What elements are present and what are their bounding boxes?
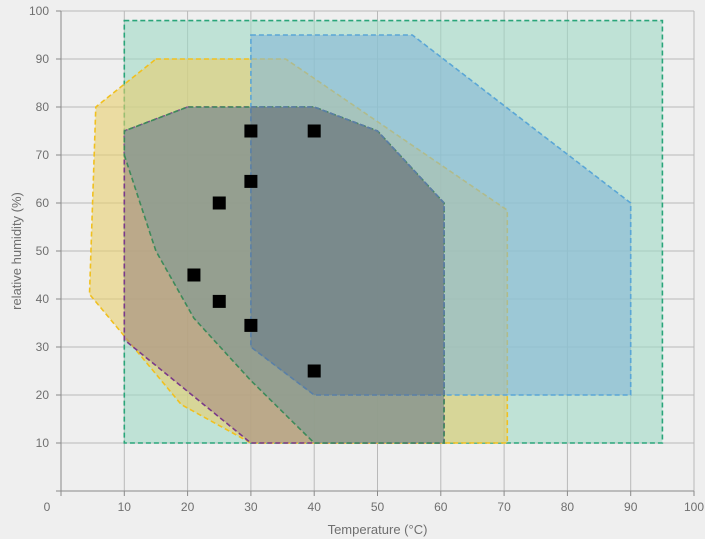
tick-labels: 10 20 30 40 50 60 70 80 90 100 0 10 20 30 40 50 60 70 80 90… bbox=[29, 4, 704, 514]
y-tick-label: 50 bbox=[36, 244, 50, 258]
y-tick-label: 70 bbox=[36, 148, 50, 162]
x-tick-label: 60 bbox=[434, 500, 448, 514]
y-tick-label: 10 bbox=[36, 436, 50, 450]
y-tick-label: 30 bbox=[36, 340, 50, 354]
x-tick-label: 80 bbox=[561, 500, 575, 514]
data-point bbox=[307, 124, 321, 138]
region-6 bbox=[250, 106, 445, 396]
regions bbox=[88, 19, 664, 444]
x-tick-label: 70 bbox=[497, 500, 511, 514]
y-tick-label: 60 bbox=[36, 196, 50, 210]
x-tick-label: 10 bbox=[118, 500, 132, 514]
y-axis-title: relative humidity (%) bbox=[9, 192, 24, 310]
data-point bbox=[212, 294, 226, 308]
x-tick-label: 30 bbox=[244, 500, 258, 514]
data-points bbox=[187, 124, 321, 378]
data-point bbox=[244, 124, 258, 138]
x-tick-label: 20 bbox=[181, 500, 195, 514]
x-tick-label: 50 bbox=[371, 500, 385, 514]
data-point bbox=[244, 318, 258, 332]
data-point bbox=[187, 268, 201, 282]
data-point bbox=[212, 196, 226, 210]
y-tick-label: 90 bbox=[36, 52, 50, 66]
data-point bbox=[307, 364, 321, 378]
x-tick-label: 100 bbox=[684, 500, 704, 514]
y-tick-label: 40 bbox=[36, 292, 50, 306]
y-tick-label: 80 bbox=[36, 100, 50, 114]
data-point bbox=[244, 174, 258, 188]
x-axis-title: Temperature (°C) bbox=[328, 522, 428, 537]
x-tick-label: 90 bbox=[624, 500, 638, 514]
y-tick-label: 100 bbox=[29, 4, 49, 18]
y-tick-label: 20 bbox=[36, 388, 50, 402]
axes bbox=[56, 10, 695, 496]
x-tick-label: 40 bbox=[308, 500, 322, 514]
x-tick-label: 0 bbox=[44, 500, 51, 514]
